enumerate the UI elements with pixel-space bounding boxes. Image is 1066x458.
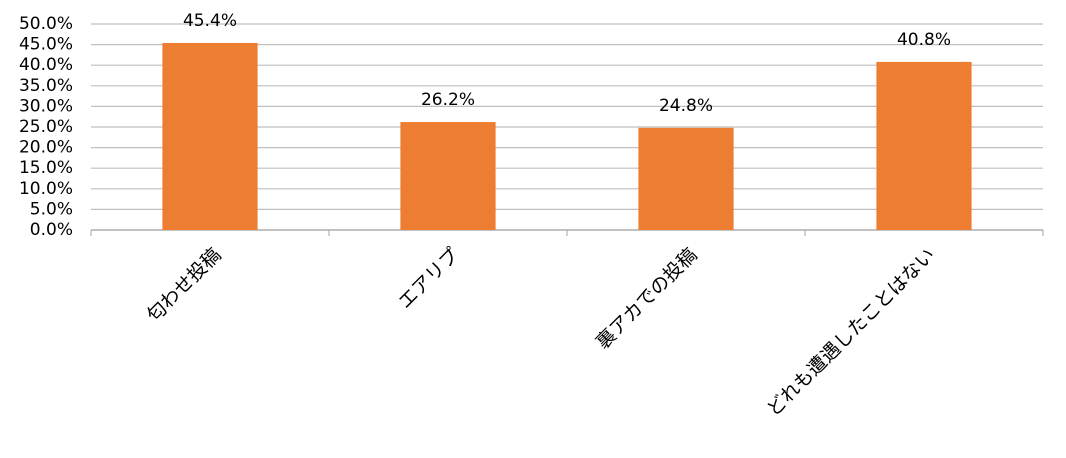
bar — [876, 61, 972, 231]
y-tick-label: 20.0% — [19, 138, 73, 158]
bar — [638, 127, 734, 230]
x-tick-label: エアリプ — [394, 244, 463, 313]
x-tick-label: 裏アカでの投稿 — [592, 244, 702, 354]
y-tick-label: 50.0% — [19, 14, 73, 34]
y-tick-label: 10.0% — [19, 179, 73, 199]
y-tick-label: 5.0% — [30, 199, 73, 219]
data-label: 26.2% — [421, 90, 475, 110]
data-label: 24.8% — [659, 96, 713, 116]
y-tick-label: 30.0% — [19, 96, 73, 116]
bar — [400, 122, 496, 230]
y-tick-label: 25.0% — [19, 117, 73, 137]
y-tick-label: 40.0% — [19, 55, 73, 75]
y-tick-label: 0.0% — [30, 220, 73, 240]
bar — [162, 42, 258, 231]
x-tick-label: どれも遭遇したことはない — [763, 244, 940, 421]
x-tick-label: 匂わせ投稿 — [143, 244, 226, 327]
y-tick-label: 15.0% — [19, 158, 73, 178]
y-tick-label: 35.0% — [19, 76, 73, 96]
y-tick-label: 45.0% — [19, 35, 73, 55]
data-label: 45.4% — [183, 11, 237, 31]
data-label: 40.8% — [897, 30, 951, 50]
